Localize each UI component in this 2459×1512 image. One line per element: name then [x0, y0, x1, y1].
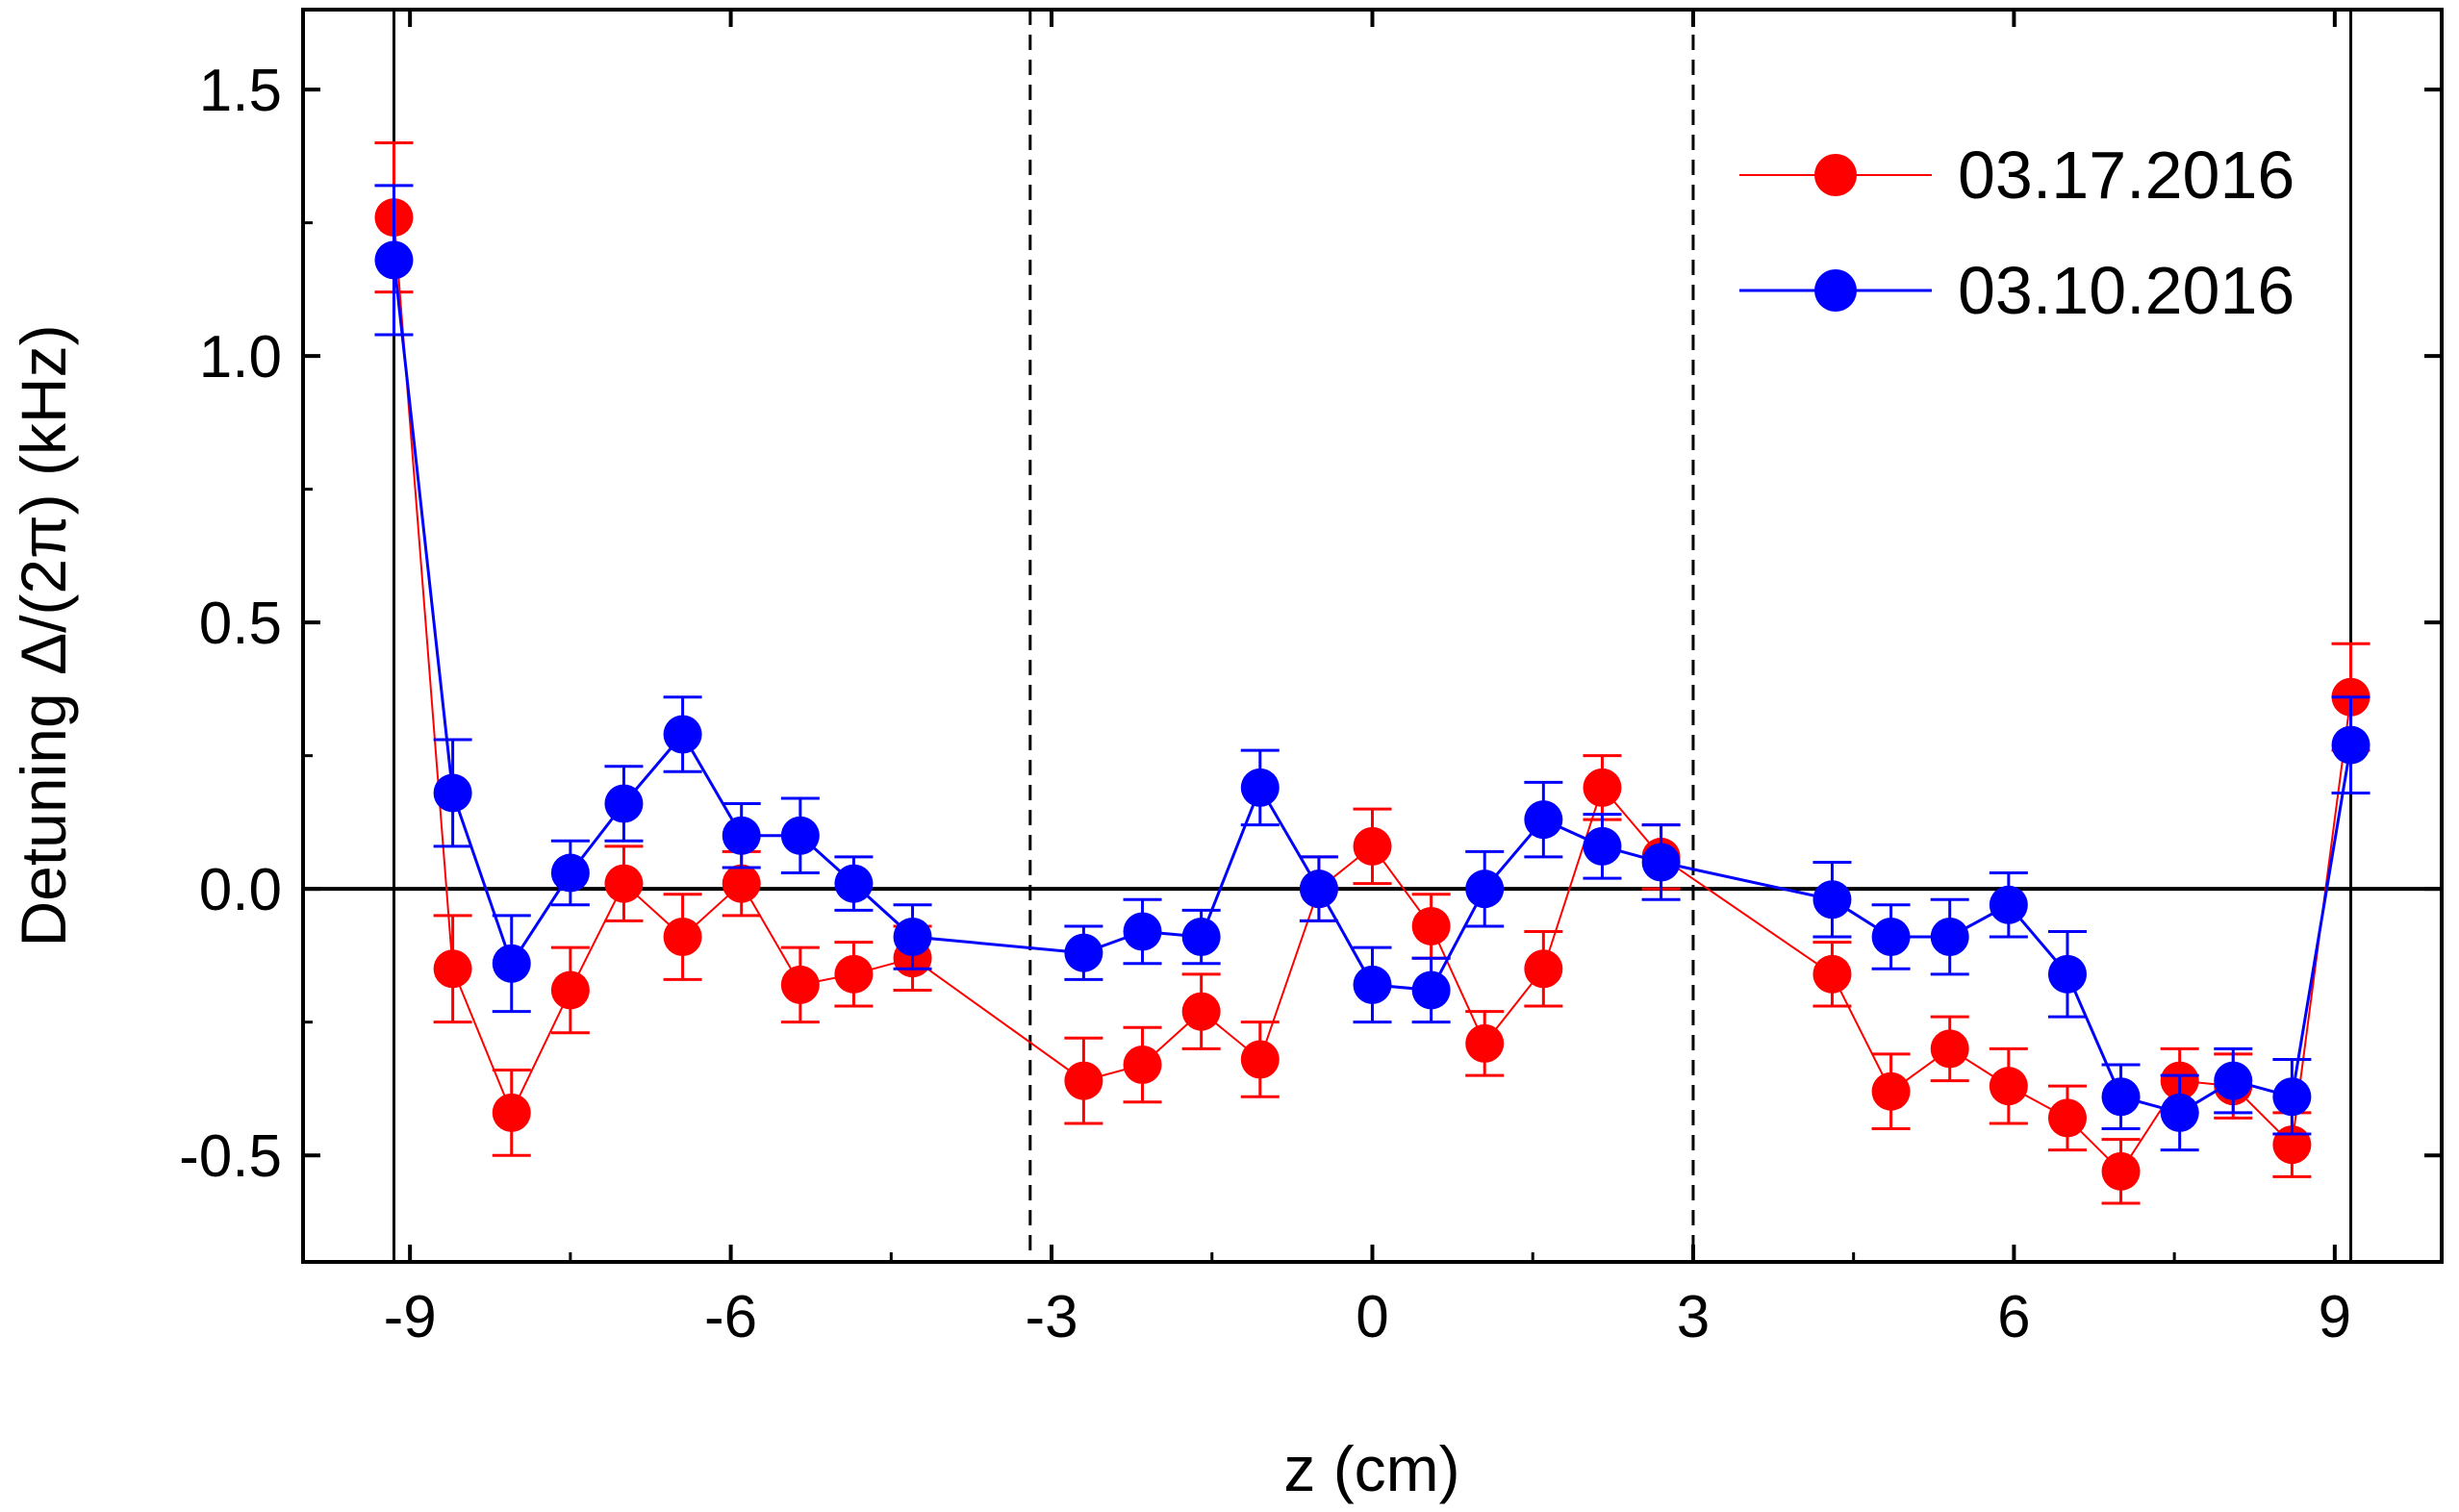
data-point [2272, 1077, 2312, 1117]
data-point [2101, 1077, 2141, 1117]
data-point [1871, 918, 1911, 957]
x-tick-label: -9 [384, 1284, 437, 1350]
x-tick-label: 0 [1356, 1284, 1388, 1350]
data-point [1930, 1029, 1969, 1069]
data-point [2101, 1151, 2141, 1191]
data-point [550, 970, 590, 1010]
y-tick-label: 0.0 [199, 857, 282, 923]
data-point [1240, 1040, 1280, 1079]
data-point [1123, 912, 1162, 951]
data-point [1641, 843, 1681, 882]
data-point [2214, 1061, 2253, 1100]
legend-label: 03.17.2016 [1958, 138, 2294, 213]
data-point [1813, 880, 1852, 920]
series-1 [374, 184, 2370, 1152]
legend: 03.17.2016 03.10.2016 [1739, 138, 2294, 328]
data-point [834, 864, 874, 903]
data-point [1411, 970, 1451, 1010]
legend-marker [1814, 154, 1857, 196]
data-point [1123, 1046, 1162, 1085]
data-point [1524, 800, 1563, 840]
data-point [1411, 906, 1451, 945]
data-point [893, 918, 932, 957]
y-tick-label: 1.5 [199, 58, 282, 124]
data-point [1240, 768, 1280, 807]
data-point [1930, 918, 1969, 957]
x-tick-label: 9 [2319, 1284, 2351, 1350]
data-point [2047, 954, 2087, 994]
x-tick-label: 3 [1677, 1284, 1710, 1350]
data-point [663, 715, 702, 754]
legend-marker [1814, 269, 1857, 312]
data-point [2047, 1098, 2087, 1138]
series-layer [374, 141, 2370, 1205]
data-point [1583, 768, 1622, 807]
data-point [1583, 826, 1622, 866]
data-point [604, 864, 644, 903]
x-tick-label: -3 [1025, 1284, 1077, 1350]
data-point [1989, 1067, 2028, 1106]
data-point [550, 853, 590, 893]
y-tick-label: 0.5 [199, 591, 282, 657]
data-point [604, 784, 644, 823]
data-point [1465, 869, 1505, 909]
data-point [1064, 1061, 1103, 1100]
data-point [374, 240, 414, 280]
data-point [492, 1093, 531, 1132]
data-point [1524, 949, 1563, 989]
data-point [1871, 1071, 1911, 1111]
data-point [492, 944, 531, 983]
data-point [1181, 918, 1221, 957]
data-point [663, 918, 702, 957]
data-point [433, 949, 472, 989]
data-point [1465, 1023, 1505, 1063]
data-point [780, 965, 820, 1004]
data-point [1181, 992, 1221, 1031]
data-point [2331, 725, 2370, 765]
x-tick-label: -6 [704, 1284, 757, 1350]
data-point [1353, 965, 1392, 1004]
data-point [1989, 885, 2028, 924]
data-point [780, 816, 820, 855]
data-point [834, 954, 874, 994]
y-tick-label: -0.5 [179, 1123, 282, 1190]
data-point [1299, 869, 1338, 909]
data-point [1064, 933, 1103, 972]
axis-ticks: -9 -6 -3 0 3 6 9 -0.5 0.0 0.5 1.0 1.5 [179, 10, 2442, 1350]
y-tick-label: 1.0 [199, 324, 282, 391]
data-point [1813, 954, 1852, 994]
x-tick-label: 6 [1997, 1284, 2030, 1350]
data-point [722, 864, 761, 903]
x-axis-title: z (cm) [1283, 1433, 1459, 1504]
data-point [722, 816, 761, 855]
data-point [2160, 1093, 2199, 1132]
data-point [1353, 826, 1392, 866]
legend-label: 03.10.2016 [1958, 253, 2294, 328]
data-point [433, 773, 472, 813]
y-axis-title: Detuning Δ/(2π) (kHz) [8, 324, 79, 946]
